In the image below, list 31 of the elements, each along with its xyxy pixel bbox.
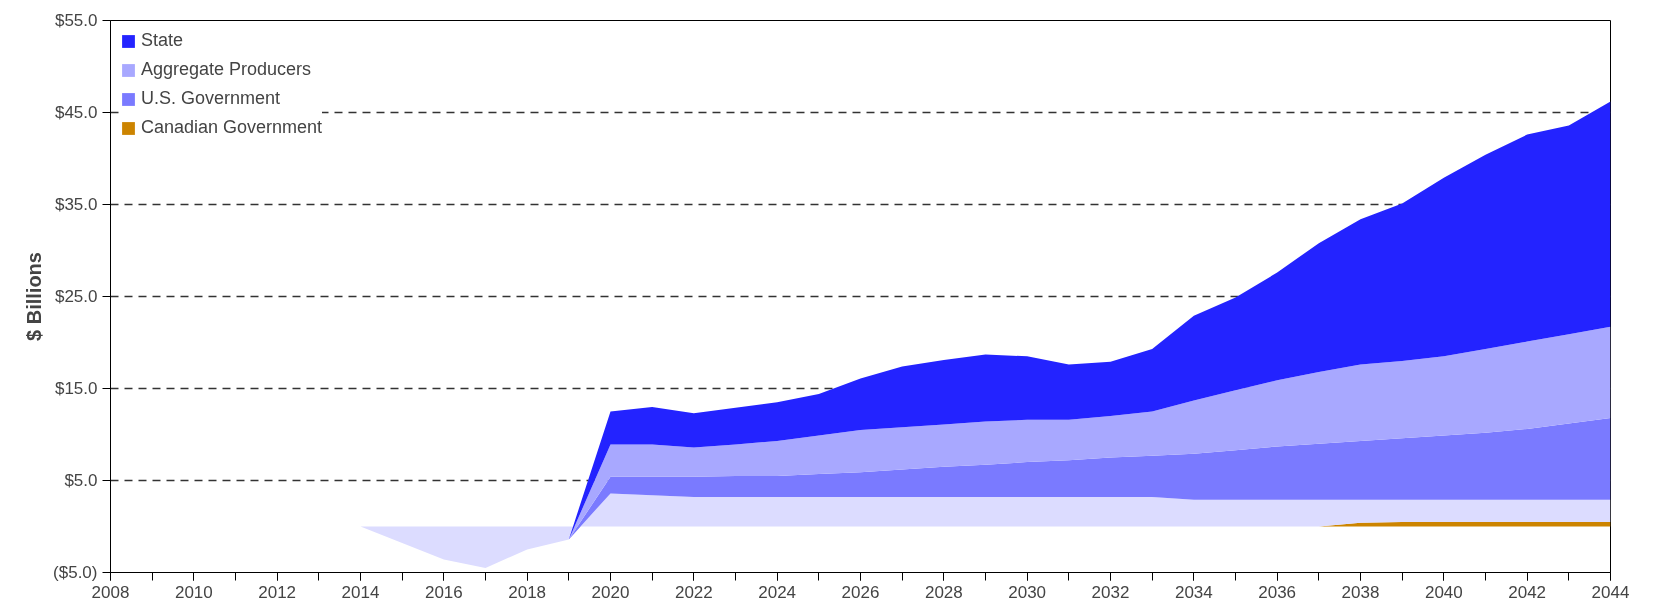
x-tick-label: 2030 (1008, 582, 1047, 602)
x-tick-label: 2016 (424, 582, 463, 602)
x-tick-label: 2042 (1508, 582, 1547, 602)
y-tick-label: ($5.0) (53, 563, 98, 582)
x-tick-label: 2022 (674, 582, 713, 602)
x-tick-label: 2038 (1341, 582, 1380, 602)
x-tick-label: 2034 (1174, 582, 1213, 602)
x-tick-label: 2032 (1091, 582, 1130, 602)
y-tick-label: $5.0 (64, 471, 98, 490)
x-tick-label: 2044 (1591, 582, 1630, 602)
legend-label: Aggregate Producers (141, 59, 312, 80)
y-tick-label: $35.0 (54, 195, 98, 214)
y-tick-label: $15.0 (54, 379, 98, 398)
x-tick-label: 2008 (91, 582, 130, 602)
x-tick-label: 2026 (841, 582, 880, 602)
x-tick-label: 2028 (924, 582, 963, 602)
x-tick-label: 2024 (758, 582, 797, 602)
legend-label: Canadian Government (141, 117, 323, 138)
x-tick-label: 2040 (1424, 582, 1463, 602)
x-tick-label: 2020 (591, 582, 630, 602)
y-axis-title: $ Billions (23, 252, 46, 341)
x-tick-label: 2012 (258, 582, 297, 602)
y-tick-label: $45.0 (54, 103, 98, 122)
legend-label: State (141, 30, 184, 51)
x-tick-label: 2014 (341, 582, 380, 602)
x-tick-label: 2018 (508, 582, 547, 602)
x-tick-label: 2010 (174, 582, 213, 602)
legend-label: U.S. Government (141, 88, 281, 109)
y-tick-label: $25.0 (54, 287, 98, 306)
y-tick-label: $55.0 (54, 11, 98, 30)
x-tick-label: 2036 (1258, 582, 1297, 602)
